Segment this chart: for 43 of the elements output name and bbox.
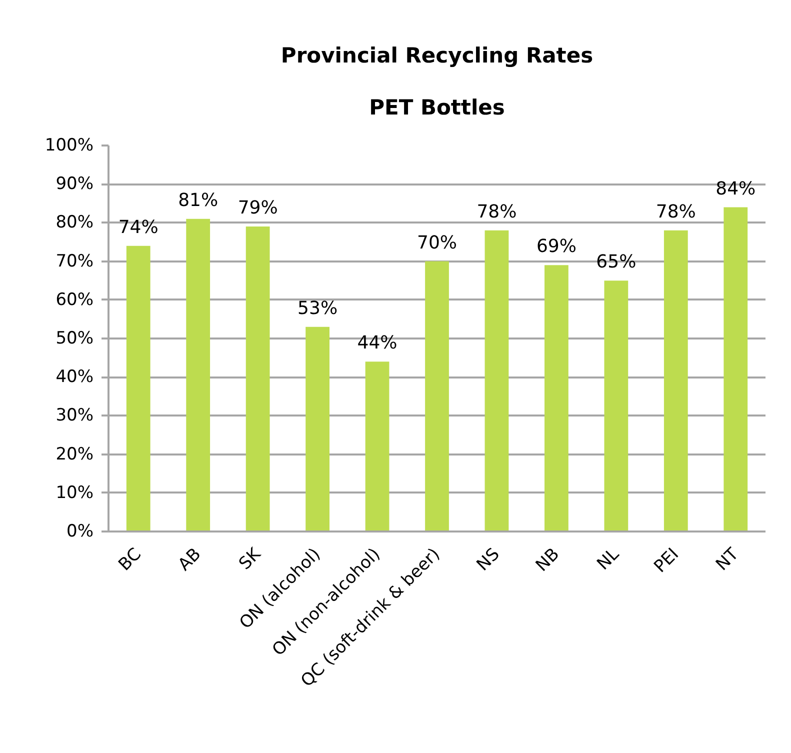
bar: [186, 218, 210, 532]
data-label: 84%: [716, 178, 756, 200]
bar: [664, 230, 688, 532]
data-label: 81%: [178, 190, 218, 211]
y-tick-label: 10%: [56, 482, 94, 503]
data-label: 69%: [536, 236, 576, 258]
data-label: 78%: [656, 201, 696, 222]
y-tick-label: 40%: [56, 367, 94, 388]
data-label: 65%: [596, 252, 636, 273]
y-tick-label: 20%: [56, 444, 94, 464]
y-tick-label: 0%: [66, 522, 94, 542]
x-tick-label: PEI: [650, 544, 683, 577]
chart-title: Provincial Recycling Rates: [280, 44, 594, 68]
data-label: 70%: [416, 232, 458, 254]
bar: [306, 326, 330, 532]
x-tick-label: NS: [473, 544, 504, 576]
y-tick-label: 80%: [56, 212, 94, 233]
y-tick-label: 30%: [56, 406, 94, 426]
y-tick-label: 90%: [56, 174, 94, 194]
x-tick-label: NT: [712, 544, 744, 575]
x-tick-label: NB: [532, 544, 564, 576]
bar: [604, 280, 628, 532]
x-tick-label: BC: [114, 544, 146, 575]
x-tick-label: NL: [593, 544, 624, 574]
bar: [126, 246, 150, 532]
data-label: 44%: [357, 332, 398, 354]
y-tick-label: 50%: [56, 328, 94, 348]
bar: [246, 226, 270, 532]
data-label: 79%: [238, 198, 278, 219]
y-tick-label: 70%: [56, 251, 94, 272]
bar: [484, 230, 509, 532]
y-tick-label: 60%: [56, 290, 94, 310]
y-tick-label: 100%: [44, 136, 94, 156]
bar: [724, 207, 748, 532]
data-label: 78%: [476, 201, 517, 222]
bar: [365, 362, 390, 532]
bar: [544, 265, 568, 532]
x-tick-label: AB: [174, 544, 206, 576]
data-label: 53%: [298, 298, 338, 319]
bar: [425, 261, 449, 532]
data-label: 74%: [118, 216, 158, 238]
chart-subtitle: PET Bottles: [369, 96, 505, 120]
x-tick-label: SK: [235, 544, 266, 574]
